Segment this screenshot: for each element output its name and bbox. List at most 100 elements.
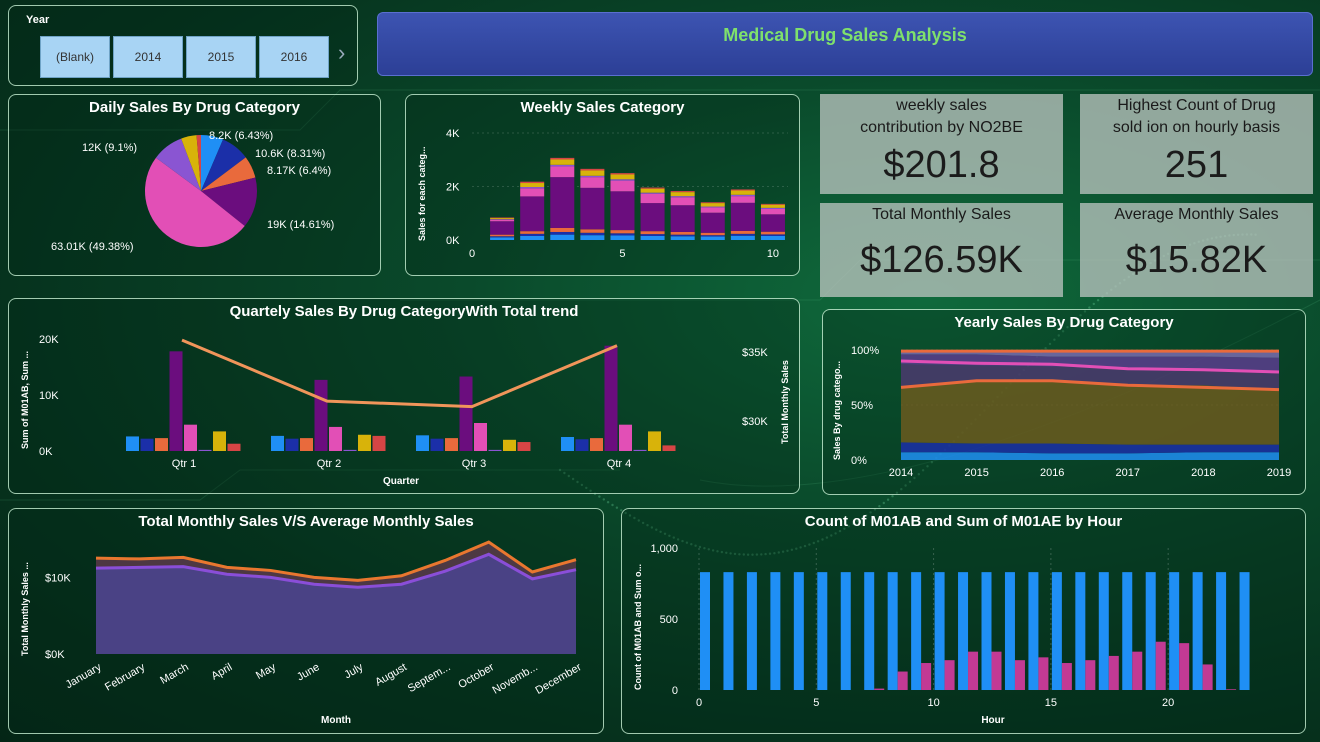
hourly-ytick: 1,000 bbox=[650, 543, 678, 555]
monthly-xlabel: Month bbox=[321, 715, 351, 726]
yearly-area-band bbox=[901, 351, 1279, 358]
weekly-bar-segment bbox=[580, 232, 605, 236]
bg-dot bbox=[882, 501, 885, 505]
weekly-bar-segment bbox=[550, 177, 575, 228]
hourly-ytick: 0 bbox=[672, 685, 678, 697]
quarterly-sales-chart: 0K 10K 20K $30K $35K Sum of M01AB, Sum ... Tot… bbox=[20, 334, 790, 487]
yearly-xtick: 2019 bbox=[1267, 467, 1291, 479]
quarterly-sales-title: Quartely Sales By Drug CategoryWith Tota… bbox=[229, 303, 579, 320]
yearly-series-line bbox=[900, 359, 1280, 374]
quarter-bar bbox=[459, 376, 473, 451]
weekly-bar-segment bbox=[760, 235, 785, 240]
quarter-xtick: Qtr 2 bbox=[317, 458, 341, 470]
monthly-average-line bbox=[95, 552, 577, 589]
hourly-count-bar bbox=[934, 572, 945, 690]
card-weekly-contribution: weekly sales contribution by NO2BE $201.… bbox=[820, 94, 1063, 194]
hourly-count-bar bbox=[840, 572, 851, 690]
hourly-xtick: 10 bbox=[927, 697, 939, 709]
quarter-xtick: Qtr 4 bbox=[607, 458, 631, 470]
hourly-sum-bar bbox=[944, 660, 955, 690]
weekly-bar-segment bbox=[670, 197, 695, 206]
weekly-xtick: 0 bbox=[469, 248, 475, 260]
bg-dot bbox=[606, 501, 610, 504]
hourly-xtick: 5 bbox=[813, 697, 819, 709]
weekly-bar-segment bbox=[490, 217, 515, 219]
yearly-sales-chart: 0% 50% 100% 2014 2015 2016 2017 2018 2019 Sales B… bbox=[832, 345, 1291, 479]
hourly-sum-bar bbox=[1132, 651, 1143, 690]
quarter-trend-line bbox=[181, 338, 618, 409]
weekly-bar-segment bbox=[640, 192, 665, 194]
hourly-count-bar bbox=[1192, 572, 1203, 690]
quarter-bar bbox=[126, 436, 139, 451]
pie-slice bbox=[155, 138, 201, 191]
card-label-1a: weekly sales bbox=[896, 97, 987, 114]
weekly-bar-segment bbox=[670, 231, 695, 235]
bg-dot bbox=[598, 495, 601, 498]
monthly-xtick: April bbox=[209, 661, 234, 682]
hourly-sum-bar bbox=[1038, 657, 1049, 690]
hourly-count-bar bbox=[1216, 572, 1227, 690]
hourly-ylabel: Count of M01AB and Sum o... bbox=[633, 564, 643, 690]
hourly-count-bar bbox=[1122, 572, 1133, 690]
weekly-bar-segment bbox=[670, 236, 695, 240]
monthly-xtick: July bbox=[342, 661, 365, 681]
monthly-average-area bbox=[96, 554, 576, 654]
weekly-bar-segment bbox=[700, 202, 725, 204]
quarter-bar bbox=[227, 443, 241, 451]
slicer-option-blank[interactable]: (Blank) bbox=[40, 36, 110, 78]
weekly-xtick: 5 bbox=[619, 248, 625, 260]
quarter-bar bbox=[474, 423, 487, 451]
pie-slice bbox=[144, 157, 245, 248]
quarter-xtick: Qtr 1 bbox=[172, 458, 196, 470]
weekly-bar-segment bbox=[610, 230, 635, 234]
weekly-bar-segment bbox=[640, 193, 665, 204]
dashboard-title: Medical Drug Sales Analysis bbox=[723, 25, 967, 45]
quarter-ylabel: Sum of M01AB, Sum ... bbox=[20, 351, 30, 449]
bg-dot bbox=[1092, 302, 1096, 306]
daily-sales-title: Daily Sales By Drug Category bbox=[89, 99, 300, 116]
weekly-bar-segment bbox=[490, 237, 515, 240]
card-value-3: $126.59K bbox=[860, 239, 1023, 281]
card-value-2: 251 bbox=[1164, 144, 1229, 186]
weekly-bar-segment bbox=[610, 179, 635, 181]
quarter-xlabel: Quarter bbox=[383, 476, 419, 487]
slicer-label: Year bbox=[26, 14, 50, 26]
pie-label: 19K (14.61%) bbox=[267, 219, 334, 231]
weekly-bar-segment bbox=[520, 183, 545, 188]
quarter-bar bbox=[372, 435, 386, 451]
card-label-1b: contribution by NO2BE bbox=[860, 119, 1023, 136]
weekly-bar-segment bbox=[610, 174, 635, 180]
monthly-xtick: August bbox=[373, 661, 409, 689]
card-value-1: $201.8 bbox=[883, 144, 1000, 186]
pie-label: 8.2K (6.43%) bbox=[209, 130, 273, 142]
weekly-bar-segment bbox=[760, 231, 785, 235]
weekly-bar-segment bbox=[640, 187, 665, 189]
weekly-bar-segment bbox=[730, 194, 755, 197]
hourly-count-bar bbox=[1051, 572, 1062, 690]
quarter-bar bbox=[561, 437, 574, 451]
slicer-option-2016[interactable]: 2016 bbox=[259, 36, 329, 78]
weekly-sales-chart: 0K 2K 4K 0 5 10 Sales for each categ... bbox=[417, 128, 788, 260]
header-banner: Medical Drug Sales Analysis bbox=[377, 12, 1313, 76]
weekly-bar-segment bbox=[610, 235, 635, 240]
hourly-count-bar bbox=[1239, 572, 1250, 690]
weekly-bar-segment bbox=[730, 233, 755, 236]
weekly-bar-segment bbox=[640, 234, 665, 236]
hourly-count-bar bbox=[887, 572, 898, 690]
weekly-bar-segment bbox=[670, 191, 695, 193]
hourly-sum-bar bbox=[1226, 689, 1237, 690]
daily-sales-panel: Daily Sales By Drug Category 8.2K (6.43%… bbox=[8, 94, 381, 276]
weekly-bar-segment bbox=[670, 234, 695, 237]
slicer-option-2014[interactable]: 2014 bbox=[113, 36, 183, 78]
hourly-count-bar bbox=[1145, 572, 1156, 690]
monthly-xtick: Septem... bbox=[406, 661, 453, 695]
slicer-option-2015[interactable]: 2015 bbox=[186, 36, 256, 78]
quarter-bar bbox=[517, 442, 531, 451]
quarter-bar bbox=[140, 438, 154, 451]
card-label-2b: sold ion on hourly basis bbox=[1112, 119, 1281, 136]
weekly-bar-segment bbox=[760, 207, 785, 209]
monthly-sales-chart: $0K $10K Total Monthly Sales ... Month Janua… bbox=[20, 540, 584, 726]
weekly-bar-segment bbox=[700, 207, 725, 213]
weekly-bar-segment bbox=[580, 235, 605, 240]
slicer-next-icon[interactable]: › bbox=[338, 40, 346, 65]
